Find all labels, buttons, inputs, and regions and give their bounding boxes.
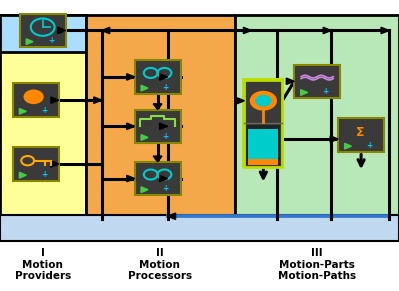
Text: II
Motion
Processors: II Motion Processors [128,248,192,281]
Polygon shape [127,175,135,182]
Polygon shape [236,97,244,104]
Polygon shape [286,78,294,84]
Text: +: + [163,132,169,141]
Polygon shape [20,109,26,114]
Polygon shape [345,143,352,149]
Polygon shape [94,97,102,103]
Polygon shape [20,172,26,178]
Polygon shape [26,39,33,45]
Text: +: + [366,141,373,150]
Bar [247,125,280,166]
Polygon shape [160,74,168,80]
Polygon shape [153,104,162,110]
Bar [135,162,180,195]
Polygon shape [102,27,110,34]
Text: +: + [163,83,169,92]
Text: Σ: Σ [356,126,364,139]
Bar [0,15,86,221]
Bar [20,14,65,47]
Polygon shape [330,136,338,142]
Bar [135,110,180,143]
Polygon shape [51,161,59,167]
Bar [338,118,384,152]
Polygon shape [160,123,168,129]
Bar [135,60,180,94]
Bar [243,78,284,168]
Bar [0,215,399,241]
Text: I
Motion
Providers: I Motion Providers [15,248,71,281]
Polygon shape [127,123,135,129]
Bar [248,129,279,161]
Polygon shape [381,27,389,34]
Polygon shape [153,156,162,162]
Bar [294,65,340,98]
Bar [248,159,279,165]
Circle shape [24,89,44,104]
Circle shape [255,95,272,107]
Text: +: + [322,87,329,96]
Circle shape [250,91,277,111]
Bar [13,147,59,181]
Bar [0,15,86,52]
Text: +: + [41,106,47,115]
Text: +: + [41,170,47,179]
Polygon shape [57,27,65,34]
Bar [86,15,235,221]
Polygon shape [160,175,168,182]
Text: +: + [163,184,169,194]
Polygon shape [323,27,331,34]
Polygon shape [141,187,148,193]
Polygon shape [243,27,251,34]
Polygon shape [127,74,135,80]
Bar [244,80,282,167]
Polygon shape [51,97,59,103]
Polygon shape [141,135,148,140]
Polygon shape [168,213,176,219]
Text: III
Motion-Parts
Motion-Paths: III Motion-Parts Motion-Paths [278,248,356,281]
Bar [13,84,59,117]
Polygon shape [141,85,148,91]
Polygon shape [301,90,308,95]
Bar [235,15,399,221]
Text: +: + [48,36,54,45]
